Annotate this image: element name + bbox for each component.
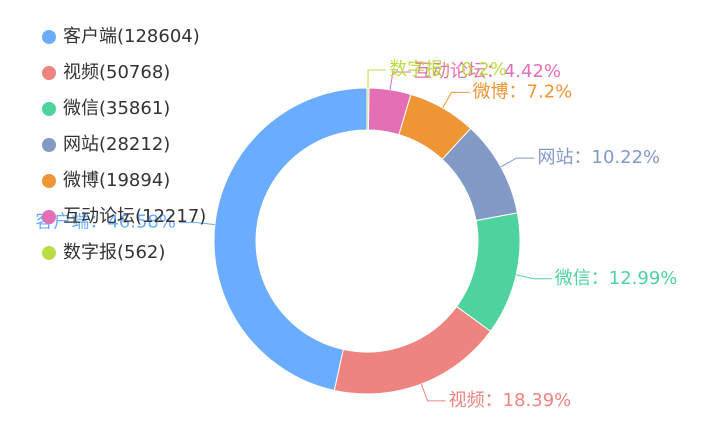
donut-slice <box>333 305 492 395</box>
legend-marker <box>42 66 56 80</box>
label-line <box>178 222 215 226</box>
legend-marker <box>42 246 56 260</box>
data-label: 客户端：46.58% <box>35 212 176 233</box>
legend-label: 微博(19894) <box>63 170 170 191</box>
legend-label: 微信(35861) <box>63 98 170 119</box>
label-line <box>500 157 535 168</box>
legend-label: 网站(28212) <box>63 134 170 155</box>
legend-label: 客户端(128604) <box>63 26 200 47</box>
label-line <box>367 69 387 89</box>
legend-label: 数字报(562) <box>63 242 165 263</box>
legend-marker <box>42 138 56 152</box>
data-label: 互动论坛：4.42% <box>414 61 561 82</box>
donut-slice <box>455 212 521 332</box>
legend-marker <box>42 174 56 188</box>
label-line <box>516 274 552 280</box>
donut-slice <box>366 87 370 131</box>
label-line <box>389 71 411 90</box>
data-label: 视频：18.39% <box>449 390 572 411</box>
legend-label: 互动论坛(12217) <box>63 206 206 227</box>
data-label: 数字报：0.2% <box>389 59 507 80</box>
legend-marker <box>42 102 56 116</box>
data-label: 网站：10.22% <box>538 147 661 168</box>
legend-marker <box>42 30 56 44</box>
legend-label: 视频(50768) <box>63 62 170 83</box>
donut-slice <box>213 87 368 392</box>
label-line <box>442 91 470 109</box>
data-label: 微博：7.2% <box>473 81 573 102</box>
data-label: 微信：12.99% <box>555 268 678 289</box>
legend-marker <box>42 210 56 224</box>
label-line <box>420 383 446 402</box>
